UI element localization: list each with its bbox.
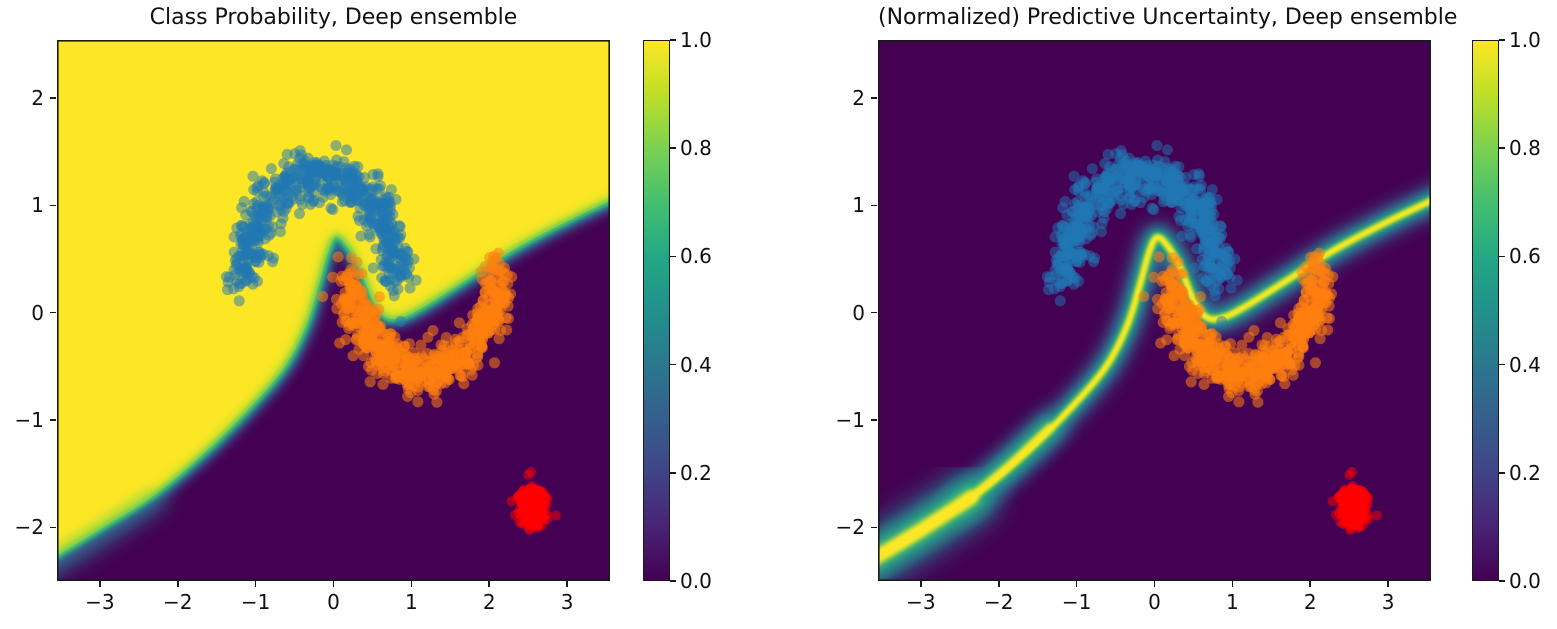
x-tick-mark [1309, 581, 1312, 587]
x-tick-mark [1231, 581, 1234, 587]
x-tick-label: 1 [1226, 590, 1239, 614]
colorbar-tick-label: 1.0 [1509, 28, 1541, 52]
colorbar-tick-mark [1499, 363, 1505, 366]
colorbar-tick-mark [1499, 255, 1505, 258]
y-tick-label: 2 [852, 85, 865, 110]
colorbar-tick-label: 0.8 [680, 136, 712, 161]
axes-border [57, 40, 610, 581]
uncertainty-ridge [878, 184, 1431, 581]
colorbar-tick-label: 0.4 [680, 352, 712, 377]
x-tick-label: −3 [906, 590, 936, 614]
y-tick-mark [871, 526, 877, 529]
scatter-ood-cluster [1327, 466, 1382, 535]
x-tick-label: 2 [1303, 590, 1317, 614]
y-tick-mark [871, 204, 877, 207]
colorbar-tick-mark [1499, 147, 1505, 149]
scatter-moon-lower [1138, 247, 1339, 408]
axes-class-probability [57, 40, 610, 581]
colorbar-tick-label: 0.2 [1509, 460, 1541, 485]
colorbar-tick-label: 0.0 [1509, 569, 1541, 593]
y-tick-label: −2 [835, 515, 865, 540]
scatter-moon-lower [317, 247, 518, 408]
axes-predictive-uncertainty [878, 40, 1431, 581]
colorbar-tick-mark [670, 472, 676, 474]
x-tick-label: 3 [560, 590, 574, 614]
y-tick-label: 2 [31, 85, 44, 110]
colorbar-tick-label: 0.6 [1509, 244, 1541, 269]
colorbar-tick-label: 0.4 [1509, 352, 1541, 377]
x-tick-mark [920, 581, 922, 587]
scatter-ood-cluster [506, 466, 561, 535]
scatter-moon-upper [1041, 140, 1243, 327]
decision-boundary-band [57, 182, 610, 581]
colorbar-tick-label: 0.2 [680, 460, 712, 485]
colorbar-tick-label: 0.0 [680, 569, 712, 593]
x-tick-mark [488, 581, 491, 587]
axes-border [878, 40, 1431, 581]
x-tick-mark [997, 581, 1000, 587]
colorbar-tick-mark [1499, 39, 1505, 41]
y-tick-mark [50, 204, 56, 207]
x-tick-mark [254, 581, 257, 587]
x-tick-label: −1 [240, 590, 271, 614]
x-tick-mark [1387, 581, 1389, 587]
x-tick-mark [332, 581, 335, 587]
class-high-probability-region [57, 40, 610, 556]
x-tick-label: 1 [405, 590, 418, 614]
y-tick-mark [50, 311, 56, 314]
x-tick-mark [566, 581, 568, 587]
x-tick-label: 3 [1381, 590, 1395, 614]
y-tick-label: 1 [852, 193, 865, 218]
y-tick-mark [871, 311, 877, 314]
colorbar-tick-label: 1.0 [680, 28, 712, 52]
y-tick-label: 0 [852, 300, 865, 325]
colorbar-tick-mark [1499, 472, 1505, 474]
colorbar-tick-label: 0.8 [1509, 136, 1541, 161]
title-predictive-uncertainty: (Normalized) Predictive Uncertainty, Dee… [878, 5, 1458, 30]
colorbar-class-probability [643, 40, 670, 581]
x-tick-label: 2 [482, 590, 496, 614]
colorbar-predictive-uncertainty [1472, 40, 1499, 581]
x-tick-mark [99, 581, 101, 587]
colorbar-tick-mark [670, 39, 676, 41]
colorbar-tick-label: 0.6 [680, 244, 712, 269]
y-tick-label: −1 [14, 407, 44, 432]
x-tick-mark [1153, 581, 1156, 587]
colorbar-tick-mark [670, 580, 676, 582]
colorbar-tick-mark [670, 363, 676, 366]
y-tick-label: 1 [31, 193, 44, 218]
y-tick-label: 0 [31, 300, 44, 325]
scatter-moon-upper [220, 140, 422, 327]
x-tick-mark [1075, 581, 1078, 587]
colorbar-tick-mark [670, 255, 676, 258]
title-class-probability: Class Probability, Deep ensemble [149, 5, 518, 30]
x-tick-label: −2 [162, 590, 193, 614]
colorbar-tick-mark [1499, 580, 1505, 582]
y-tick-mark [871, 419, 877, 421]
y-tick-label: −1 [835, 407, 865, 432]
x-tick-label: −3 [85, 590, 115, 614]
x-tick-mark [410, 581, 413, 587]
y-tick-mark [50, 526, 56, 529]
x-tick-mark [176, 581, 179, 587]
x-tick-label: −1 [1061, 590, 1092, 614]
colorbar-tick-mark [670, 147, 676, 149]
y-tick-label: −2 [14, 515, 44, 540]
x-tick-label: −2 [983, 590, 1014, 614]
y-tick-mark [50, 419, 56, 421]
y-tick-mark [871, 97, 877, 99]
y-tick-mark [50, 97, 56, 99]
x-tick-label: 0 [1148, 590, 1161, 614]
x-tick-label: 0 [327, 590, 340, 614]
